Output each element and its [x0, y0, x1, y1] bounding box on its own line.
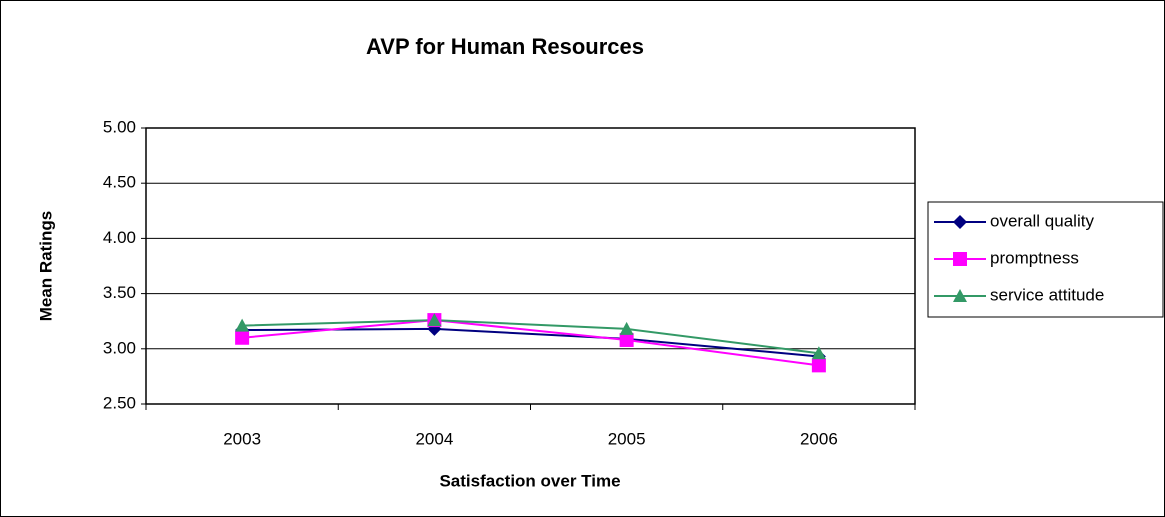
marker — [811, 358, 826, 373]
y-tick-label: 3.00 — [103, 338, 136, 357]
marker — [427, 313, 442, 327]
chart-title: AVP for Human Resources — [366, 34, 644, 59]
marker — [811, 346, 826, 360]
y-tick-label: 5.00 — [103, 117, 136, 136]
x-axis-label: Satisfaction over Time — [439, 471, 620, 490]
legend-label: promptness — [990, 248, 1079, 267]
marker — [619, 321, 634, 335]
series-line — [242, 319, 820, 355]
x-tick-label: 2006 — [800, 429, 838, 448]
x-tick-label: 2003 — [223, 429, 261, 448]
y-tick-label: 4.00 — [103, 228, 136, 247]
y-axis-label: Mean Ratings — [36, 211, 55, 322]
legend-marker — [953, 252, 967, 266]
y-tick-label: 4.50 — [103, 173, 136, 192]
x-tick-label: 2004 — [415, 429, 453, 448]
legend-marker — [953, 215, 967, 229]
y-tick-label: 2.50 — [103, 393, 136, 412]
marker — [235, 330, 250, 345]
legend-marker — [953, 289, 967, 302]
series-line — [242, 319, 820, 367]
marker — [235, 318, 250, 332]
legend-label: overall quality — [990, 211, 1094, 230]
marker — [619, 332, 634, 347]
x-tick-label: 2005 — [608, 429, 646, 448]
legend-label: service attitude — [990, 285, 1104, 304]
y-tick-label: 3.50 — [103, 283, 136, 302]
